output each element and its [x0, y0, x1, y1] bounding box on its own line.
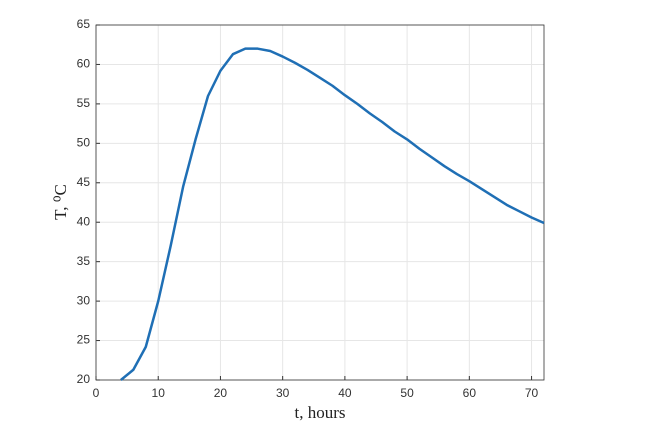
x-tick-label: 70	[525, 386, 539, 400]
x-tick-label: 50	[400, 386, 414, 400]
y-tick-label: 45	[77, 175, 91, 189]
x-tick-label: 40	[338, 386, 352, 400]
x-tick-label: 10	[152, 386, 166, 400]
data-line	[120, 47, 545, 381]
y-tick-label: 25	[77, 333, 91, 347]
x-tick-label: 60	[463, 386, 477, 400]
y-tick-label: 20	[77, 372, 91, 386]
y-tick-label: 65	[77, 17, 91, 31]
y-tick-label: 40	[77, 214, 91, 228]
y-tick-label: 30	[77, 293, 91, 307]
y-tick-label: 60	[77, 57, 91, 71]
y-tick-label: 55	[77, 96, 91, 110]
x-tick-label: 30	[276, 386, 290, 400]
y-tick-label: 35	[77, 254, 91, 268]
plot-frame	[95, 24, 545, 381]
x-axis-label: t, hours	[295, 403, 346, 422]
x-tick-label: 20	[214, 386, 228, 400]
x-tick-label: 0	[93, 386, 100, 400]
y-axis-label: T, ⁰C	[51, 184, 70, 220]
y-tick-label: 50	[77, 136, 91, 150]
